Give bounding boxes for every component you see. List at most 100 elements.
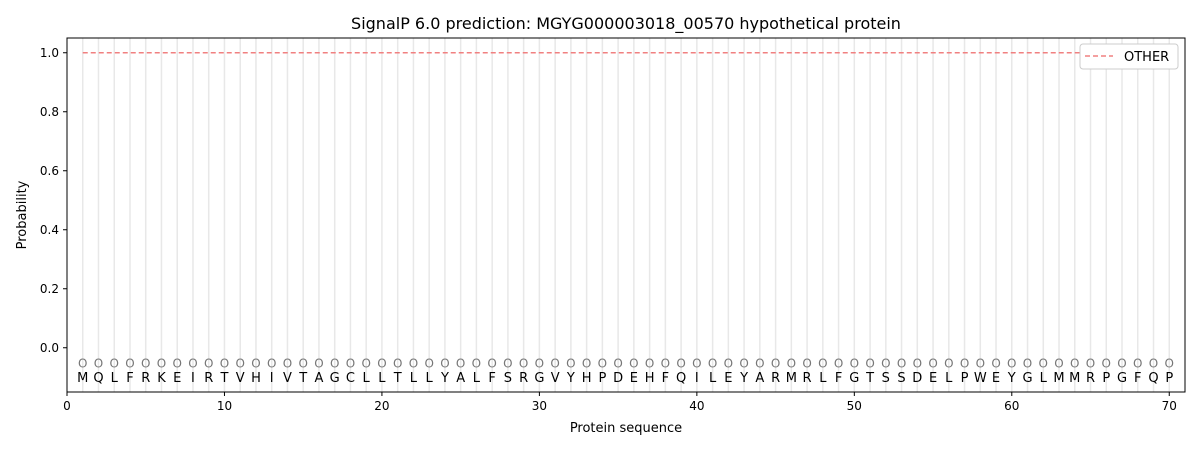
prediction-marker: O bbox=[928, 357, 937, 371]
prediction-marker: O bbox=[519, 357, 528, 371]
prediction-marker: O bbox=[1007, 357, 1016, 371]
prediction-marker: O bbox=[897, 357, 906, 371]
residue-label: D bbox=[912, 371, 922, 386]
prediction-marker: O bbox=[298, 357, 307, 371]
prediction-marker: O bbox=[267, 357, 276, 371]
prediction-marker: O bbox=[1165, 357, 1174, 371]
residue-label: P bbox=[1102, 371, 1110, 386]
prediction-marker: O bbox=[172, 357, 181, 371]
prediction-marker: O bbox=[188, 357, 197, 371]
residue-label: L bbox=[473, 371, 481, 386]
residue-label: Q bbox=[1148, 371, 1158, 386]
prediction-marker: O bbox=[865, 357, 874, 371]
residue-label: L bbox=[410, 371, 418, 386]
residue-label: L bbox=[111, 371, 119, 386]
prediction-marker: O bbox=[944, 357, 953, 371]
residue-label: T bbox=[393, 371, 402, 386]
residue-label: K bbox=[157, 371, 166, 386]
residue-label: F bbox=[1134, 371, 1141, 386]
residue-label: M bbox=[77, 371, 88, 386]
prediction-marker: O bbox=[535, 357, 544, 371]
residue-label: P bbox=[961, 371, 969, 386]
prediction-marker: O bbox=[283, 357, 292, 371]
prediction-marker: O bbox=[251, 357, 260, 371]
prediction-marker: O bbox=[314, 357, 323, 371]
x-axis-label: Protein sequence bbox=[570, 421, 682, 436]
prediction-marker: O bbox=[235, 357, 244, 371]
residue-label: V bbox=[551, 371, 560, 386]
prediction-marker: O bbox=[1133, 357, 1142, 371]
residue-label: L bbox=[819, 371, 827, 386]
prediction-marker: O bbox=[204, 357, 213, 371]
x-tick-label: 30 bbox=[532, 399, 547, 413]
residue-label: V bbox=[236, 371, 245, 386]
residue-label: E bbox=[173, 371, 181, 386]
residue-label: R bbox=[519, 371, 528, 386]
prediction-marker: O bbox=[1070, 357, 1079, 371]
residue-label: M bbox=[1069, 371, 1080, 386]
prediction-marker: O bbox=[787, 357, 796, 371]
prediction-marker: O bbox=[110, 357, 119, 371]
prediction-marker: O bbox=[676, 357, 685, 371]
prediction-marker: O bbox=[94, 357, 103, 371]
prediction-marker: O bbox=[78, 357, 87, 371]
residue-label: G bbox=[330, 371, 340, 386]
prediction-marker: O bbox=[818, 357, 827, 371]
prediction-marker: O bbox=[645, 357, 654, 371]
residue-label: A bbox=[314, 371, 323, 386]
prediction-marker: O bbox=[629, 357, 638, 371]
x-tick-label: 60 bbox=[1004, 399, 1019, 413]
prediction-marker: O bbox=[424, 357, 433, 371]
residue-label: E bbox=[992, 371, 1000, 386]
residue-label: R bbox=[1086, 371, 1095, 386]
prediction-marker: O bbox=[771, 357, 780, 371]
axes-frame bbox=[66, 37, 1186, 393]
prediction-marker: O bbox=[582, 357, 591, 371]
residue-label: C bbox=[346, 371, 355, 386]
residue-label: E bbox=[929, 371, 937, 386]
residue-label: P bbox=[598, 371, 606, 386]
prediction-marker: O bbox=[409, 357, 418, 371]
prediction-marker: O bbox=[613, 357, 622, 371]
residue-label: G bbox=[849, 371, 859, 386]
prediction-marker: O bbox=[1102, 357, 1111, 371]
prediction-marker: O bbox=[487, 357, 496, 371]
residue-label: E bbox=[724, 371, 732, 386]
y-tick-label: 0.4 bbox=[40, 223, 59, 237]
legend-box bbox=[1079, 43, 1179, 70]
prediction-marker: O bbox=[125, 357, 134, 371]
residue-label: I bbox=[191, 371, 195, 386]
prediction-marker: O bbox=[377, 357, 386, 371]
ticks: 0 10 20 30 40 50 60 70 0.0 0.2 0.4 0.6 0.8 1.0 bbox=[40, 46, 1177, 413]
prediction-marker: O bbox=[991, 357, 1000, 371]
grid-lines bbox=[81, 38, 1171, 392]
prediction-marker: O bbox=[472, 357, 481, 371]
residue-label: Y bbox=[440, 371, 449, 386]
residue-label: Q bbox=[93, 371, 103, 386]
y-tick-label: 1.0 bbox=[40, 46, 59, 60]
prediction-marker: O bbox=[330, 357, 339, 371]
residue-label: G bbox=[1117, 371, 1127, 386]
prediction-marker: O bbox=[440, 357, 449, 371]
residue-label: A bbox=[755, 371, 764, 386]
residue-label: E bbox=[630, 371, 638, 386]
residue-label: I bbox=[270, 371, 274, 386]
y-tick-label: 0.2 bbox=[40, 282, 59, 296]
prediction-marker: O bbox=[724, 357, 733, 371]
residue-label: M bbox=[786, 371, 797, 386]
prediction-marker: O bbox=[960, 357, 969, 371]
residue-label: R bbox=[771, 371, 780, 386]
prediction-marker: O bbox=[802, 357, 811, 371]
residue-label: F bbox=[126, 371, 133, 386]
x-tick-label: 70 bbox=[1162, 399, 1177, 413]
residue-label: F bbox=[488, 371, 495, 386]
prediction-marker: O bbox=[1023, 357, 1032, 371]
residue-label: P bbox=[1165, 371, 1173, 386]
residue-label: T bbox=[298, 371, 307, 386]
residue-label: V bbox=[283, 371, 292, 386]
chart-title: SignalP 6.0 prediction: MGYG000003018_00… bbox=[351, 14, 901, 34]
prediction-marker: O bbox=[1086, 357, 1095, 371]
prediction-marker: O bbox=[1149, 357, 1158, 371]
prediction-marker: O bbox=[503, 357, 512, 371]
